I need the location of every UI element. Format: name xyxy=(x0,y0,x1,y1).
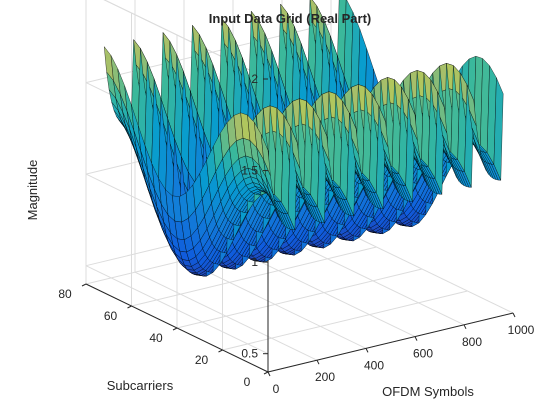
y-gridline xyxy=(222,290,468,351)
y-axis-label: Subcarriers xyxy=(107,378,174,393)
x-tick-mark xyxy=(316,359,320,365)
y-tick-label: 80 xyxy=(58,287,72,301)
x-tick-mark xyxy=(365,348,369,353)
x-tick-mark xyxy=(463,324,467,330)
x-axis-label: OFDM Symbols xyxy=(382,384,474,399)
x-tick-label: 200 xyxy=(315,370,335,384)
y-tick-label: 60 xyxy=(104,309,118,323)
y-gridline xyxy=(131,246,377,307)
z-tick-label: 1.5 xyxy=(241,164,258,178)
y-tick-label: 0 xyxy=(244,375,251,389)
x-tick-label: 600 xyxy=(413,347,433,361)
tick-labels: 0 200 400 600 800 1000 0 20 40 60 80 0.5 1 1.5 2 xyxy=(58,72,534,396)
y-tick-mark xyxy=(263,371,269,375)
y-tick-mark xyxy=(127,305,132,309)
y-tick-mark xyxy=(81,283,87,287)
y-tick-mark xyxy=(218,349,223,353)
x-tick-mark xyxy=(414,336,418,341)
x-tick-mark xyxy=(267,371,271,377)
z-axis-label: Magnitude xyxy=(25,160,40,221)
x-tick-label: 1000 xyxy=(508,323,535,337)
x-tick-label: 800 xyxy=(462,335,482,349)
y-gridline xyxy=(176,268,423,329)
y-tick-label: 20 xyxy=(195,353,209,367)
z-tick-label: 0.5 xyxy=(241,347,258,361)
surface-patch xyxy=(493,77,504,181)
z-tick-label: 2 xyxy=(251,72,258,86)
z-tick-label: 1 xyxy=(251,255,258,269)
x-axis-line xyxy=(267,312,514,373)
surface-mesh xyxy=(103,0,504,277)
chart-title: Input Data Grid (Real Part) xyxy=(209,11,372,26)
x-tick-label: 0 xyxy=(273,382,280,396)
y-tick-mark xyxy=(172,327,178,331)
x-tick-label: 400 xyxy=(364,358,384,372)
y-tick-label: 40 xyxy=(149,331,163,345)
x-tick-mark xyxy=(512,312,516,318)
